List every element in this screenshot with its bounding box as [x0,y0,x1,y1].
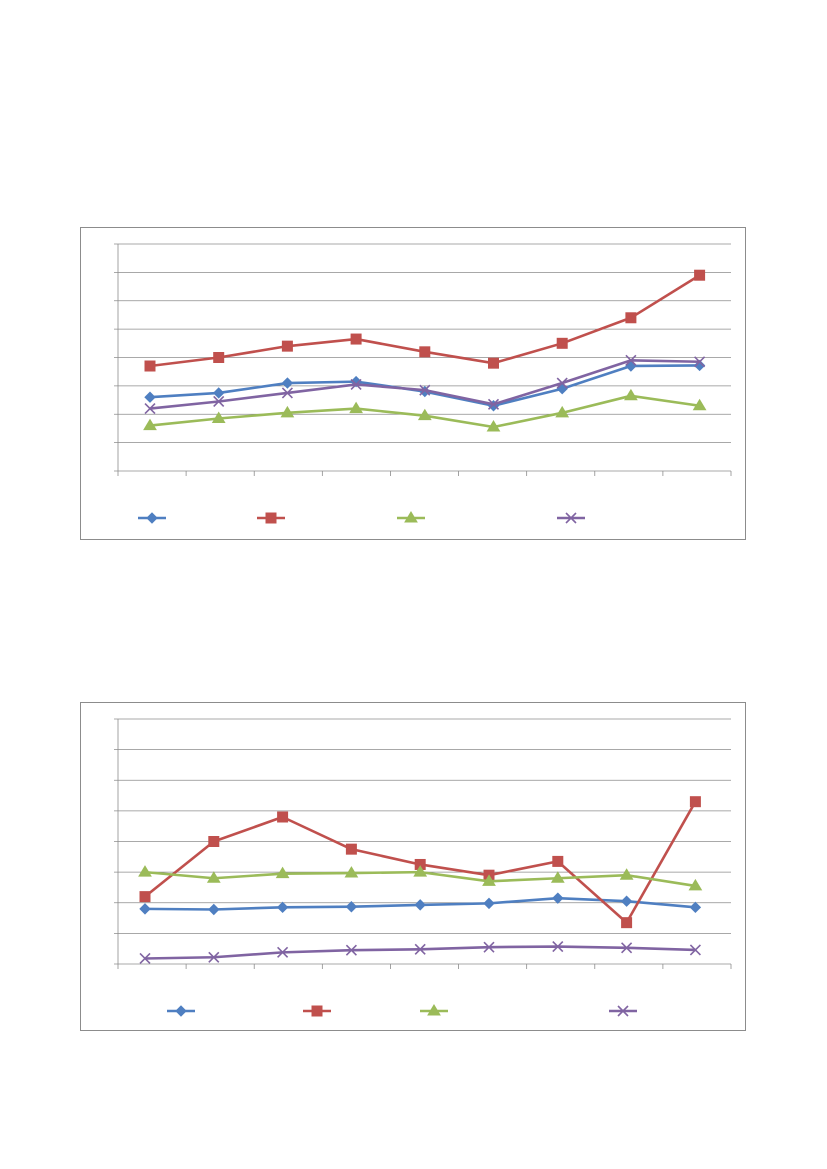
series-2-point-8 [621,917,633,929]
series-4-point-4 [345,944,357,956]
series-4-point-1 [139,952,151,965]
series-2-point-3 [281,340,293,352]
series-1-point-2 [212,387,225,399]
series-3-point-4 [344,866,359,878]
series-1-point-7 [552,892,564,904]
series-2 [144,269,706,372]
series-3-point-2 [211,411,226,424]
legend-swatch-marker [617,1005,629,1017]
legend-swatch-marker [565,512,577,524]
series-4-point-8 [625,354,637,366]
gridlines [114,718,731,965]
legend [167,1004,637,1017]
series-1-point-3 [276,901,289,914]
series-3-point-6 [486,420,501,432]
series-2-point-9 [689,796,701,808]
line-chart-2 [80,702,746,1031]
series-3 [138,865,703,891]
series-4 [139,940,701,965]
series-3-point-8 [619,868,634,880]
legend-item-2 [257,512,285,524]
series-2-point-7 [556,337,568,349]
series-2-point-8 [625,312,637,324]
legend-item-3 [397,511,425,523]
series-1-point-3 [281,377,294,389]
series-2-point-1 [139,891,151,903]
series-3-point-3 [280,405,295,418]
legend-swatch-marker [427,1004,441,1016]
legend-swatch-marker [146,512,158,524]
series-2-point-4 [345,843,357,855]
series-3-point-5 [413,865,428,877]
series-2-point-7 [552,855,564,867]
series-1-point-6 [483,897,495,910]
series-1-point-1 [139,903,151,915]
legend-item-3 [420,1004,448,1016]
legend-item-2 [303,1005,331,1017]
series-3-point-3 [275,866,290,879]
series-3-point-6 [482,874,496,886]
series-1-point-8 [620,895,633,907]
legend-swatch-marker [265,512,277,524]
series-2-point-3 [277,811,289,823]
series-1 [139,892,702,916]
series-4-point-4 [350,378,362,391]
series-4-point-2 [213,395,225,408]
series-3-point-9 [688,878,703,891]
series-1-point-5 [414,899,426,911]
series-3 [143,388,707,432]
series-3-point-5 [417,408,432,421]
series-3-point-9 [692,398,707,411]
series-3-point-4 [349,401,363,414]
series-4-point-3 [277,946,289,958]
series-4-point-7 [556,377,568,389]
series-1-point-2 [208,903,220,916]
x-axis-ticks [117,471,732,476]
x-axis-ticks [117,964,732,969]
series-4-point-5 [414,943,426,955]
series-4-point-1 [144,403,156,415]
series-1-point-4 [345,901,358,913]
series-2-point-5 [419,346,431,358]
line-chart-1 [80,227,746,540]
series-4-point-6 [483,941,495,953]
legend-item-1 [138,512,166,524]
legend-swatch-marker [175,1005,187,1017]
series-4-point-5 [419,384,431,396]
series-3-point-1 [143,418,157,431]
series-3-point-7 [555,405,570,418]
legend-swatch-marker [311,1005,323,1017]
series-2-point-1 [144,360,156,372]
series-2-point-4 [350,333,362,345]
series-3-point-1 [138,865,152,877]
series-4-point-6 [487,398,500,410]
series-3-point-8 [624,388,638,401]
series-2-point-6 [488,357,499,369]
series-2-point-9 [694,269,706,281]
legend-item-4 [557,512,585,524]
series-1-point-9 [689,901,702,914]
legend-item-4 [609,1005,637,1017]
series-4-point-9 [689,944,701,956]
series-3-point-7 [550,871,565,883]
legend [138,511,585,524]
series-3-point-2 [206,871,221,883]
gridlines [114,243,731,472]
series-4 [144,354,706,415]
series-2-point-2 [213,352,225,363]
series-2-point-2 [208,836,220,847]
series-4-point-7 [552,940,564,953]
series-1-point-1 [144,391,156,403]
legend-item-1 [167,1005,195,1017]
series-4-point-8 [621,942,633,954]
series-4-point-9 [694,356,706,368]
series-4-line [149,359,700,410]
series-4-point-2 [208,951,220,963]
series-4-point-3 [281,387,293,399]
chart-2-plot [114,718,732,1017]
chart-1-plot [114,243,732,524]
legend-swatch-marker [404,511,418,523]
